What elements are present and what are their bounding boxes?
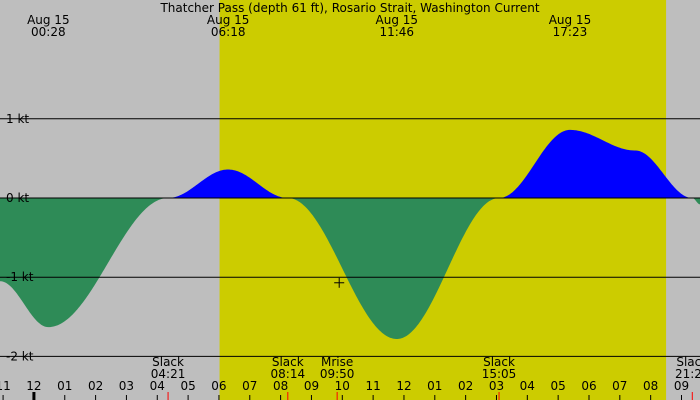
y-tick-label: -1 kt [6, 270, 34, 284]
flood-area [169, 169, 288, 199]
hour-tick-label: 03 [489, 379, 504, 393]
event-label-time: 15:05 [482, 367, 517, 381]
y-axis-labels: 1 kt 0 kt -1 kt -2 kt [6, 112, 34, 364]
event-label-name: Slack [272, 355, 304, 369]
top-label-date: Aug 15 [207, 13, 250, 27]
top-label-time: 00:28 [31, 25, 66, 39]
hour-tick-label: 01 [57, 379, 72, 393]
hour-tick-label: 09 [674, 379, 689, 393]
grid-layer [0, 118, 700, 357]
hour-tick-label: 08 [273, 379, 288, 393]
hour-tick-label: 08 [643, 379, 658, 393]
event-label-time: 21:21 [675, 367, 700, 381]
hour-tick-label: 05 [180, 379, 195, 393]
hour-tick-label: 02 [458, 379, 473, 393]
hour-tick-label: 01 [427, 379, 442, 393]
hour-tick-label: 10 [335, 379, 350, 393]
hour-tick-label: 06 [581, 379, 596, 393]
event-label-name: Slack [152, 355, 184, 369]
top-label-time: 06:18 [211, 25, 246, 39]
hour-tick-label: 11 [365, 379, 380, 393]
y-tick-label: 1 kt [6, 112, 29, 126]
event-label-name: Mrise [321, 355, 353, 369]
top-label-time: 11:46 [379, 25, 414, 39]
event-label-time: 09:50 [320, 367, 355, 381]
hour-tick-label: 07 [242, 379, 257, 393]
ebb-area [0, 198, 169, 328]
top-label-date: Aug 15 [27, 13, 70, 27]
top-label-time: 17:23 [553, 25, 588, 39]
hour-tick-label: 02 [88, 379, 103, 393]
event-label-time: 04:21 [151, 367, 186, 381]
ebb-area [288, 198, 500, 339]
event-label-name: Slack [483, 355, 515, 369]
event-label-time: 08:14 [271, 367, 306, 381]
current-area-layer [0, 129, 700, 339]
ebb-area [693, 198, 700, 205]
flood-area [500, 129, 693, 199]
hour-axis: 11 12 01 02 03 04 05 06 07 08 09 10 11 12 01 02 03 04 05 06… [0, 379, 689, 400]
chart-title: Thatcher Pass (depth 61 ft), Rosario Str… [159, 1, 539, 15]
now-marker [334, 277, 345, 288]
hour-tick-label: 04 [520, 379, 535, 393]
hour-tick-label: 12 [396, 379, 411, 393]
hour-tick-label: 04 [150, 379, 165, 393]
top-label-date: Aug 15 [376, 13, 419, 27]
top-label-date: Aug 15 [549, 13, 592, 27]
hour-tick-label: 03 [119, 379, 134, 393]
event-labels: Slack04:21Slack08:14Mrise09:50Slack15:05… [151, 355, 700, 400]
hour-tick-label: 06 [211, 379, 226, 393]
hour-tick-label: 05 [551, 379, 566, 393]
hour-tick-label: 07 [612, 379, 627, 393]
hour-tick-label: 12 [26, 379, 41, 393]
y-tick-label: 0 kt [6, 191, 29, 205]
hour-tick-label: 11 [0, 379, 11, 393]
y-tick-label: -2 kt [6, 349, 34, 363]
event-label-name: Slack [676, 355, 700, 369]
hour-tick-label: 09 [304, 379, 319, 393]
